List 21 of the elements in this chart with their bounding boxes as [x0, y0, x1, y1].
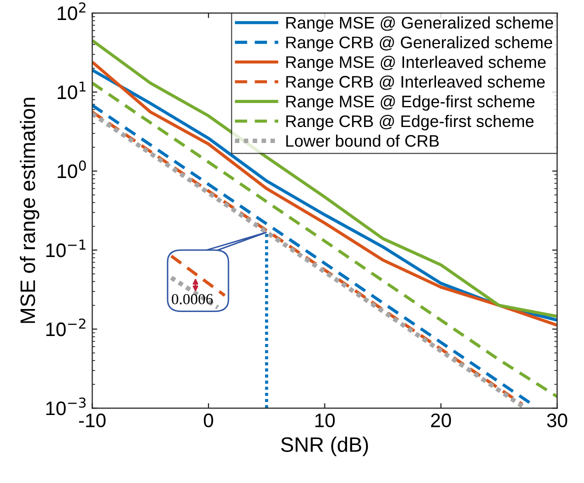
- legend-label: Range MSE @ Interleaved scheme: [286, 56, 546, 72]
- legend-label: Range CRB @ Interleaved scheme: [286, 75, 545, 92]
- legend-label: Range CRB @ Generalized scheme: [286, 36, 552, 52]
- y-tick-label: 10$^{−3}$: [46, 397, 86, 416]
- y-tick-label: 10$^{−2}$: [46, 318, 86, 336]
- y-axis-title: MSE of range estimation: [20, 98, 40, 323]
- annotation: 0.0006: [172, 294, 213, 304]
- legend-label: Range MSE @ Edge-first scheme: [286, 95, 535, 111]
- x-tick-label: 10: [315, 414, 335, 428]
- legend-label: Lower bound of CRB: [286, 134, 439, 147]
- x-axis-title: SNR (dB): [281, 436, 368, 456]
- legend-label: Range CRB @ Edge-first scheme: [286, 114, 534, 130]
- x-tick-label: 0: [204, 414, 214, 428]
- y-tick-label: 10$^{−1}$: [46, 240, 86, 258]
- y-tick-label: 10$^{1}$: [58, 82, 86, 100]
- x-tick-label: -10: [79, 414, 106, 428]
- legend-label: Range MSE @ Generalized scheme: [286, 16, 554, 32]
- y-tick-label: 10$^{0}$: [58, 160, 86, 178]
- x-tick-label: 20: [431, 414, 451, 428]
- y-tick-label: 10$^{2}$: [58, 2, 86, 20]
- x-tick-label: 30: [547, 414, 568, 428]
